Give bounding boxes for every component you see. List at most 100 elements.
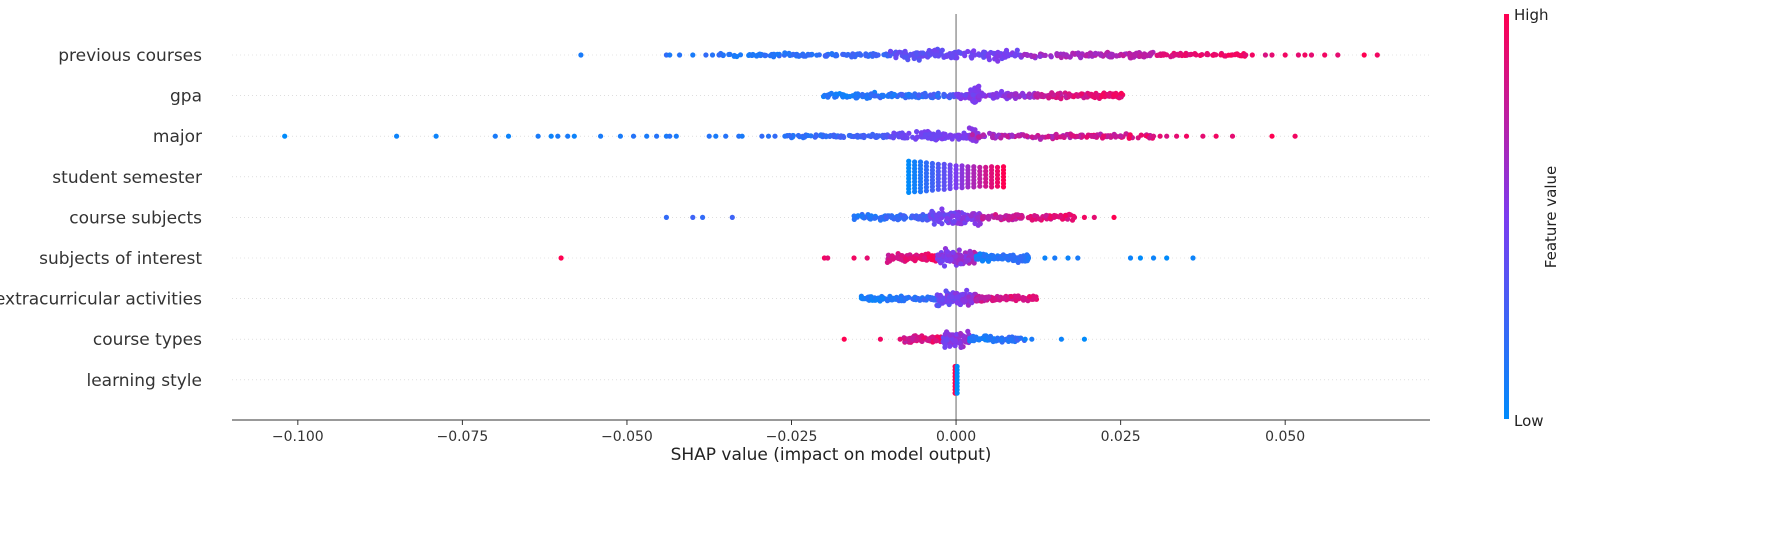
shap-point [926, 254, 932, 260]
shap-point [1089, 133, 1095, 139]
shap-point [976, 337, 982, 343]
shap-point [874, 297, 880, 303]
shap-point [849, 54, 855, 60]
x-tick-label: 0.000 [936, 429, 976, 445]
shap-point [909, 335, 915, 342]
shap-point [958, 261, 964, 267]
shap-point [933, 337, 939, 343]
shap-point [983, 164, 989, 170]
shap-point [844, 52, 850, 58]
shap-point [847, 93, 853, 100]
shap-point [1160, 52, 1166, 58]
shap-point-outlier [1022, 336, 1028, 342]
shap-point [902, 296, 909, 302]
shap-point [828, 90, 835, 96]
shap-point [891, 295, 897, 302]
shap-point [860, 214, 866, 220]
shap-point [940, 297, 946, 303]
shap-point [1020, 132, 1026, 138]
shap-point [959, 185, 965, 191]
shap-point [969, 55, 975, 61]
shap-point-outlier [663, 214, 670, 220]
shap-point [851, 213, 857, 219]
shap-point [929, 208, 935, 214]
shap-point-outlier [578, 52, 584, 58]
shap-point-outlier [654, 133, 660, 139]
shap-point [1079, 133, 1085, 140]
shap-point [953, 163, 959, 169]
shap-point [860, 295, 867, 302]
shap-point-outlier [877, 336, 884, 342]
shap-point [944, 53, 950, 60]
shap-point [920, 50, 926, 56]
shap-point [1118, 133, 1124, 139]
shap-point [955, 212, 961, 218]
shap-point [855, 213, 861, 219]
shap-point-outlier [1322, 52, 1328, 58]
shap-point [976, 134, 982, 140]
shap-point [959, 181, 965, 187]
x-tick-label: −0.100 [272, 429, 324, 445]
shap-point-outlier [1243, 52, 1249, 58]
shap-point [986, 254, 992, 260]
shap-point [959, 170, 965, 176]
shap-point [1037, 53, 1043, 60]
shap-point-outlier [713, 133, 719, 139]
shap-point [950, 213, 956, 219]
shap-point [914, 129, 920, 135]
shap-point [1197, 52, 1203, 59]
shap-point [935, 172, 941, 178]
shap-point [1006, 213, 1012, 219]
shap-point [954, 134, 960, 140]
shap-point [961, 50, 968, 56]
shap-point [1047, 215, 1053, 221]
shap-point-outlier [723, 133, 729, 139]
shap-point [871, 52, 877, 58]
shap-point [891, 130, 897, 136]
shap-point [976, 83, 982, 89]
shap-point [1067, 54, 1073, 60]
shap-point [977, 176, 983, 182]
shap-point-outlier [1269, 52, 1275, 58]
shap-point [968, 213, 974, 219]
shap-point-outlier [1292, 133, 1298, 139]
shap-point [774, 51, 781, 57]
x-tick-label: −0.050 [601, 429, 653, 445]
shap-point [948, 256, 954, 262]
shap-point [1025, 215, 1031, 221]
shap-point [859, 91, 866, 98]
shap-point [818, 133, 824, 139]
shap-point [942, 341, 948, 347]
shap-point [953, 166, 959, 173]
shap-point-outlier [571, 133, 577, 139]
shap-point [757, 51, 763, 57]
shap-point [913, 50, 919, 56]
shap-point [1018, 335, 1024, 341]
shap-point [959, 291, 966, 298]
shap-point [925, 294, 931, 300]
shap-point [856, 51, 862, 58]
x-tick-label: −0.075 [436, 429, 488, 445]
shap-point [966, 125, 973, 131]
shap-point-outlier [765, 133, 772, 139]
shap-point [954, 294, 960, 300]
shap-point [912, 189, 918, 195]
shap-point [1071, 94, 1077, 100]
feature-label-gpa: gpa [170, 87, 202, 107]
shap-point [983, 172, 989, 178]
shap-point [966, 294, 972, 300]
shap-point [808, 133, 814, 139]
shap-point [961, 298, 967, 304]
shap-point [893, 52, 900, 58]
shap-point [977, 179, 983, 185]
shap-point [1066, 92, 1072, 98]
shap-point [986, 294, 992, 300]
shap-point [1084, 134, 1090, 140]
shap-point [1026, 294, 1033, 300]
shap-point [1051, 212, 1057, 219]
shap-point [1025, 298, 1031, 304]
shap-point [922, 134, 928, 140]
shap-point [854, 132, 860, 138]
shap-point [899, 91, 905, 98]
shap-point [1059, 134, 1066, 140]
